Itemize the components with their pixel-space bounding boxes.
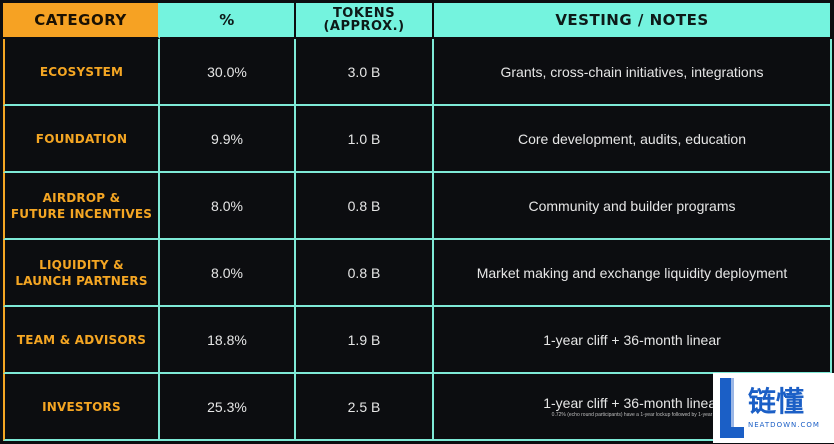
watermark-l-icon: [716, 376, 744, 440]
row-category: LIQUIDITY & LAUNCH PARTNERS: [3, 240, 160, 307]
notes-text: 1-year cliff + 36-month linear: [543, 395, 721, 411]
category-line2: LAUNCH PARTNERS: [15, 273, 148, 288]
category-line1: TEAM & ADVISORS: [16, 332, 147, 347]
watermark-en: NEATDOWN.COM: [748, 421, 820, 429]
notes-text: Community and builder programs: [528, 197, 736, 214]
row-notes: Core development, audits, education: [434, 106, 832, 173]
row-percent: 8.0%: [160, 240, 296, 307]
header-tokens-line1: TOKENS: [332, 6, 396, 21]
row-tokens: 1.9 B: [296, 307, 434, 374]
row-tokens: 2.5 B: [296, 374, 434, 441]
header-notes: VESTING / NOTES: [434, 3, 832, 39]
row-category: TEAM & ADVISORS: [3, 307, 160, 374]
notes-text: Market making and exchange liquidity dep…: [476, 264, 788, 281]
row-percent: 9.9%: [160, 106, 296, 173]
allocation-table: CATEGORY % TOKENS (APPROX.) VESTING / NO…: [3, 3, 832, 444]
header-tokens: TOKENS (APPROX.): [296, 3, 434, 39]
category-line1: ECOSYSTEM: [39, 64, 124, 79]
row-tokens: 1.0 B: [296, 106, 434, 173]
notes-text: 1-year cliff + 36-month linear: [543, 331, 721, 348]
watermark-text: 链懂 NEATDOWN.COM: [748, 385, 820, 430]
row-tokens: 3.0 B: [296, 39, 434, 106]
header-category: CATEGORY: [3, 3, 160, 39]
row-category: ECOSYSTEM: [3, 39, 160, 106]
row-percent: 30.0%: [160, 39, 296, 106]
row-tokens: 0.8 B: [296, 240, 434, 307]
row-percent: 8.0%: [160, 173, 296, 240]
header-percent: %: [160, 3, 296, 39]
row-percent: 18.8%: [160, 307, 296, 374]
row-category: AIRDROP & FUTURE INCENTIVES: [3, 173, 160, 240]
row-notes: Grants, cross-chain initiatives, integra…: [434, 39, 832, 106]
row-category: INVESTORS: [3, 374, 160, 441]
category-line2: FUTURE INCENTIVES: [10, 206, 153, 221]
row-category: FOUNDATION: [3, 106, 160, 173]
row-percent: 25.3%: [160, 374, 296, 441]
category-line1: LIQUIDITY &: [39, 257, 124, 272]
category-line1: AIRDROP &: [42, 190, 121, 205]
row-tokens: 0.8 B: [296, 173, 434, 240]
notes-subnote: 0.72% (echo round participants) have a 1…: [551, 412, 713, 418]
header-tokens-line2: (APPROX.): [323, 19, 405, 34]
row-notes: Community and builder programs: [434, 173, 832, 240]
row-notes: Market making and exchange liquidity dep…: [434, 240, 832, 307]
category-line1: FOUNDATION: [35, 131, 128, 146]
notes-text: Core development, audits, education: [517, 130, 747, 147]
notes-text: Grants, cross-chain initiatives, integra…: [500, 63, 764, 80]
category-line1: INVESTORS: [42, 399, 121, 414]
watermark-logo: 链懂 NEATDOWN.COM: [713, 373, 834, 443]
row-notes: 1-year cliff + 36-month linear: [434, 307, 832, 374]
watermark-cn: 链懂: [748, 385, 805, 418]
